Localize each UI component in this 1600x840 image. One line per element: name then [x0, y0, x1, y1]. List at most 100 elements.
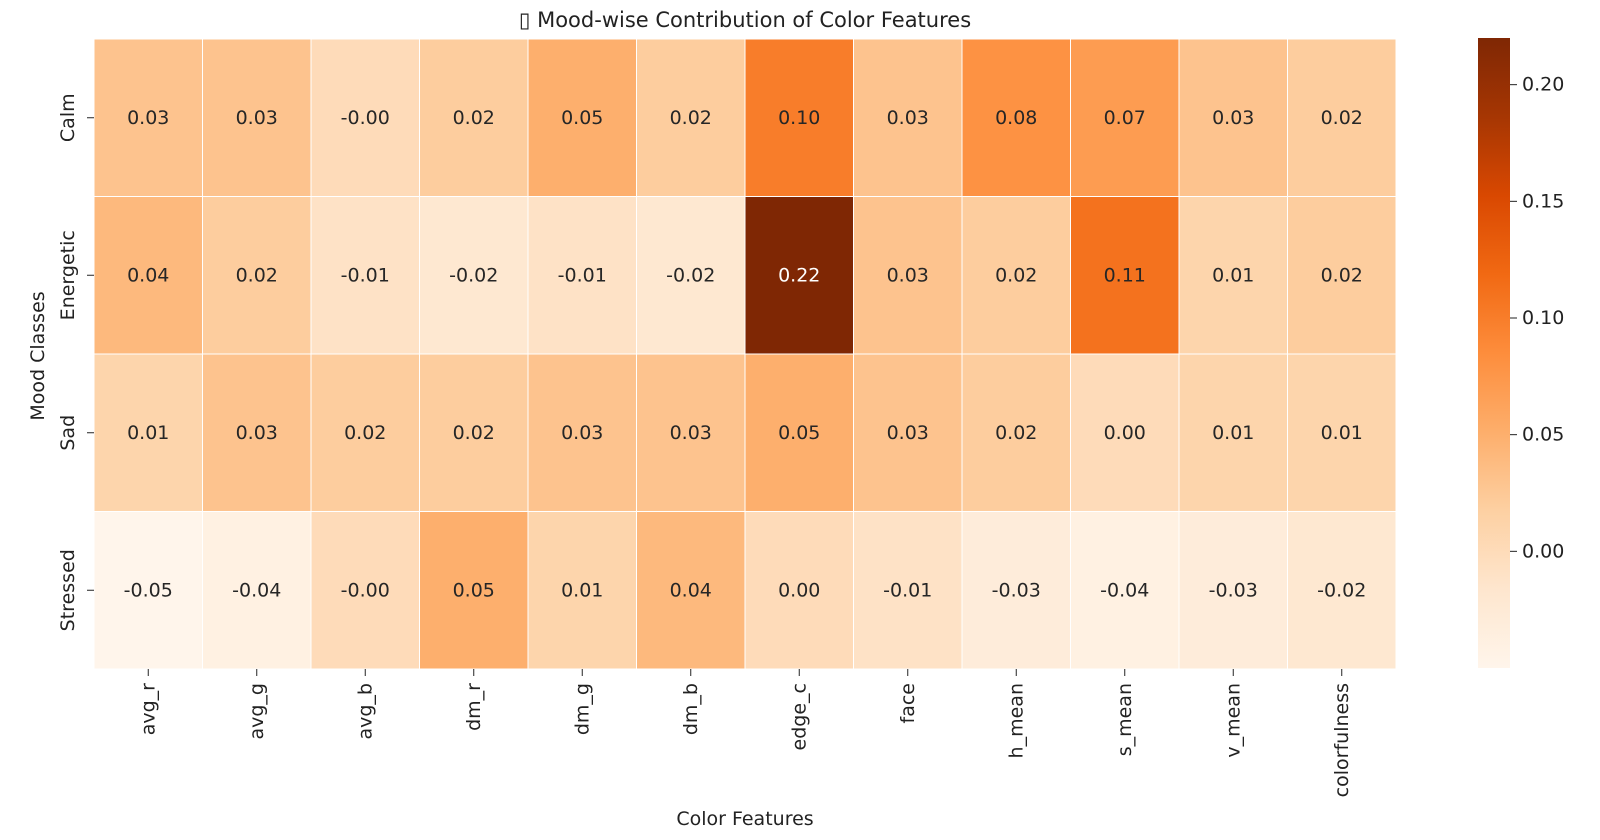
heatmap-cell	[527, 196, 637, 355]
y-tick-label: Stressed	[57, 549, 79, 631]
colorbar: 0.00 0.05 0.10 0.15 0.20	[1478, 38, 1564, 668]
x-tick-label: face	[897, 683, 919, 723]
x-axis: avg_r avg_g avg_b dm_r dm_g dm_b edge_c face h_m…	[137, 669, 1353, 797]
cell-value-label: 0.02	[344, 422, 386, 444]
cell-value-label: -0.01	[558, 264, 607, 286]
colorbar-tick-label: 0.15	[1522, 190, 1564, 212]
y-tick-label: Sad	[57, 415, 79, 451]
y-tick-label: Energetic	[57, 230, 79, 320]
heatmap-cell	[419, 38, 529, 197]
cell-value-label: 0.03	[887, 422, 929, 444]
x-tick-label: avg_g	[246, 683, 268, 740]
heatmap-cells	[93, 38, 1397, 670]
heatmap-cell	[93, 353, 203, 512]
colorbar-gradient	[1478, 38, 1510, 668]
cell-value-label: 0.02	[995, 264, 1037, 286]
cell-value-label: 0.11	[1104, 264, 1146, 286]
heatmap-cell	[1287, 38, 1397, 197]
cell-value-label: 0.00	[778, 579, 820, 601]
heatmap-cell	[636, 38, 746, 197]
heatmap-cell	[961, 196, 1071, 355]
heatmap-cell	[93, 38, 203, 197]
cell-value-label: 0.02	[453, 107, 495, 129]
cell-value-label: 0.07	[1104, 107, 1146, 129]
colorbar-tick-label: 0.20	[1522, 74, 1564, 96]
heatmap-cell	[93, 196, 203, 355]
y-axis-title: Mood Classes	[27, 291, 49, 420]
colorbar-tick-label: 0.00	[1522, 540, 1564, 562]
heatmap-cell	[744, 511, 854, 670]
cell-value-label: -0.03	[992, 579, 1041, 601]
heatmap-cell	[527, 38, 637, 197]
x-tick-label: colorfulness	[1331, 683, 1353, 797]
heatmap-cell	[1178, 353, 1288, 512]
cell-value-label: 0.04	[127, 264, 169, 286]
heatmap-cell	[93, 511, 203, 670]
cell-value-label: 0.03	[887, 107, 929, 129]
heatmap-cell	[1070, 196, 1180, 355]
cell-value-label: -0.02	[1317, 579, 1366, 601]
colorbar-tick-label: 0.10	[1522, 307, 1564, 329]
heatmap-cell	[1070, 511, 1180, 670]
heatmap-cell	[1287, 353, 1397, 512]
heatmap-cell	[853, 38, 963, 197]
x-tick-label: dm_r	[463, 683, 485, 731]
heatmap-cell	[744, 353, 854, 512]
heatmap-cell	[527, 353, 637, 512]
cell-value-label: -0.04	[232, 579, 281, 601]
x-tick-label: h_mean	[1005, 683, 1027, 758]
heatmap-cell	[853, 196, 963, 355]
heatmap-cell	[202, 196, 312, 355]
heatmap-cell	[1287, 196, 1397, 355]
heatmap-cell	[1178, 511, 1288, 670]
x-tick-label: s_mean	[1114, 683, 1136, 756]
cell-value-label: -0.04	[1100, 579, 1149, 601]
cell-value-label: 0.04	[670, 579, 712, 601]
heatmap-cell	[1178, 196, 1288, 355]
heatmap-cell-labels: 0.03 0.03 -0.00 0.02 0.05 0.02 0.10 0.03 0.08 0.0…	[124, 107, 1367, 602]
cell-value-label: 0.03	[670, 422, 712, 444]
cell-value-label: 0.05	[561, 107, 603, 129]
heatmap-cell	[419, 353, 529, 512]
cell-value-label: 0.01	[1212, 264, 1254, 286]
cell-value-label: 0.03	[127, 107, 169, 129]
heatmap-cell	[310, 38, 420, 197]
cell-value-label: 0.10	[778, 107, 820, 129]
cell-value-label: -0.01	[883, 579, 932, 601]
x-tick-label: avg_b	[354, 683, 376, 740]
y-tick-label: Calm	[57, 93, 79, 142]
cell-value-label: 0.02	[995, 422, 1037, 444]
colorbar-tick-label: 0.05	[1522, 424, 1564, 446]
cell-value-label: 0.02	[453, 422, 495, 444]
y-axis: Calm Energetic Sad Stressed	[57, 93, 94, 631]
heatmap-cell	[419, 196, 529, 355]
cell-value-label: 0.03	[561, 422, 603, 444]
x-axis-title: Color Features	[676, 808, 813, 830]
cell-value-label: 0.03	[236, 107, 278, 129]
cell-value-label: 0.03	[887, 264, 929, 286]
cell-value-label: -0.00	[341, 107, 390, 129]
cell-value-label: 0.02	[670, 107, 712, 129]
heatmap-cell	[636, 196, 746, 355]
heatmap-cell	[202, 38, 312, 197]
x-tick-label: avg_r	[137, 683, 159, 735]
cell-value-label: -0.02	[449, 264, 498, 286]
cell-value-label: 0.01	[561, 579, 603, 601]
x-tick-label: dm_g	[571, 683, 593, 735]
x-tick-label: v_mean	[1222, 683, 1244, 758]
heatmap-cell	[310, 511, 420, 670]
heatmap-cell	[310, 196, 420, 355]
heatmap-cell	[310, 353, 420, 512]
cell-value-label: 0.05	[778, 422, 820, 444]
chart-title: ▯ Mood-wise Contribution of Color Featur…	[519, 8, 971, 32]
cell-value-label: -0.00	[341, 579, 390, 601]
cell-value-label: 0.03	[236, 422, 278, 444]
cell-value-label: 0.08	[995, 107, 1037, 129]
cell-value-label: 0.02	[1321, 264, 1363, 286]
x-tick-label: dm_b	[680, 683, 702, 735]
heatmap-cell	[202, 511, 312, 670]
cell-value-label: -0.02	[666, 264, 715, 286]
cell-value-label: 0.01	[1321, 422, 1363, 444]
heatmap-cell	[744, 196, 854, 355]
heatmap-cell	[636, 511, 746, 670]
